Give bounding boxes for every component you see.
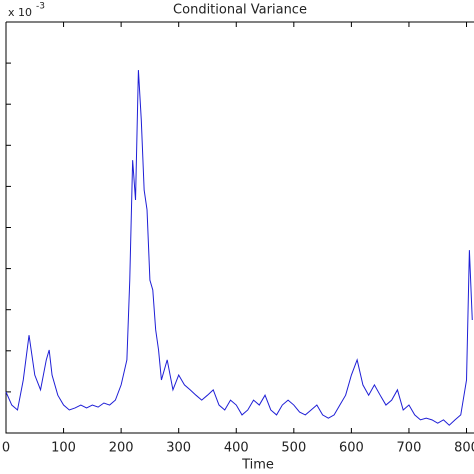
chart-title: Conditional Variance (173, 3, 307, 18)
x-tick-label: 400 (224, 441, 249, 456)
y-multiplier: x 10 (8, 6, 32, 19)
x-tick-label: 300 (166, 441, 191, 456)
axes-frame (5, 21, 474, 434)
x-tick-label: 500 (281, 441, 306, 456)
data-line (5, 70, 473, 426)
x-tick-label: 600 (339, 441, 364, 456)
y-multiplier-exponent: -3 (36, 2, 45, 12)
x-tick-label: 700 (397, 441, 422, 456)
x-tick-label: 800 (454, 441, 474, 456)
x-tick-label: 100 (51, 441, 76, 456)
x-axis-label: Time (241, 458, 274, 473)
x-tick-label: 0 (2, 441, 10, 456)
x-tick-label: 200 (109, 441, 134, 456)
